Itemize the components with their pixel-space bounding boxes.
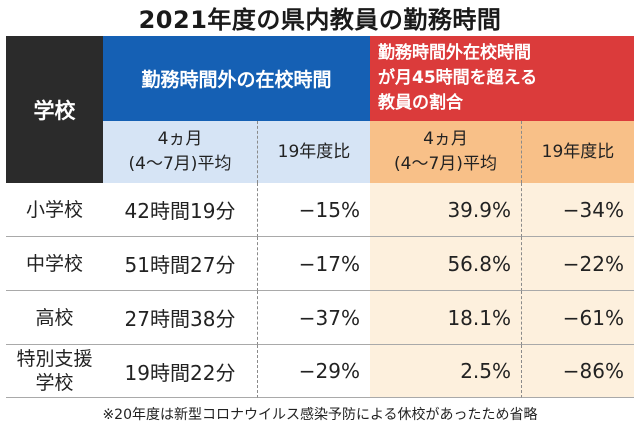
row-label-text: 高校 — [35, 306, 74, 329]
cell-hours: 42時間19分 — [103, 183, 258, 237]
cell-rate: 18.1% — [370, 291, 522, 345]
footnote: ※20年度は新型コロナウイルス感染予防による休校があったため省略 — [102, 407, 538, 423]
row-label-elementary: 小学校 — [6, 183, 103, 237]
subheader-rate-period: 4ヵ月 (4〜7月)平均 — [370, 121, 522, 183]
cell-hours: 51時間27分 — [103, 237, 258, 291]
cell-hours-change: −29% — [258, 345, 370, 398]
subheader-hours-ratio: 19年度比 — [258, 121, 370, 183]
cell-rate-change: −61% — [522, 291, 634, 345]
row-label-text: 特別支援 学校 — [16, 348, 93, 394]
row-label-junior-high: 中学校 — [6, 237, 103, 291]
cell-rate: 56.8% — [370, 237, 522, 291]
cell-hours: 19時間22分 — [103, 345, 258, 398]
row-label-high-school: 高校 — [6, 291, 103, 345]
row-label-text: 中学校 — [25, 252, 83, 275]
cell-hours-change: −17% — [258, 237, 370, 291]
row-label-special-support: 特別支援 学校 — [6, 345, 103, 398]
cell-rate-change: −86% — [522, 345, 634, 398]
cell-hours: 27時間38分 — [103, 291, 258, 345]
header-school: 学校 — [6, 36, 103, 183]
subheader-hours-period-text: 4ヵ月 (4〜7月)平均 — [128, 129, 232, 174]
subheader-rate-period-text: 4ヵ月 (4〜7月)平均 — [394, 129, 497, 174]
subheader-hours-period: 4ヵ月 (4〜7月)平均 — [103, 121, 258, 183]
subheader-rate-ratio: 19年度比 — [522, 121, 634, 183]
header-over45-rate-text: 勤務時間外在校時間 が月45時間を超える 教員の割合 — [378, 43, 538, 113]
cell-rate-change: −22% — [522, 237, 634, 291]
data-table: 学校 勤務時間外の在校時間 勤務時間外在校時間 が月45時間を超える 教員の割合… — [6, 36, 634, 398]
header-over45-rate: 勤務時間外在校時間 が月45時間を超える 教員の割合 — [370, 36, 634, 121]
cell-hours-change: −37% — [258, 291, 370, 345]
cell-rate-change: −34% — [522, 183, 634, 237]
page-title: 2021年度の県内教員の勤務時間 — [138, 5, 502, 34]
header-overtime-hours: 勤務時間外の在校時間 — [103, 36, 370, 121]
cell-hours-change: −15% — [258, 183, 370, 237]
row-label-text: 小学校 — [25, 198, 83, 221]
cell-rate: 2.5% — [370, 345, 522, 398]
cell-rate: 39.9% — [370, 183, 522, 237]
